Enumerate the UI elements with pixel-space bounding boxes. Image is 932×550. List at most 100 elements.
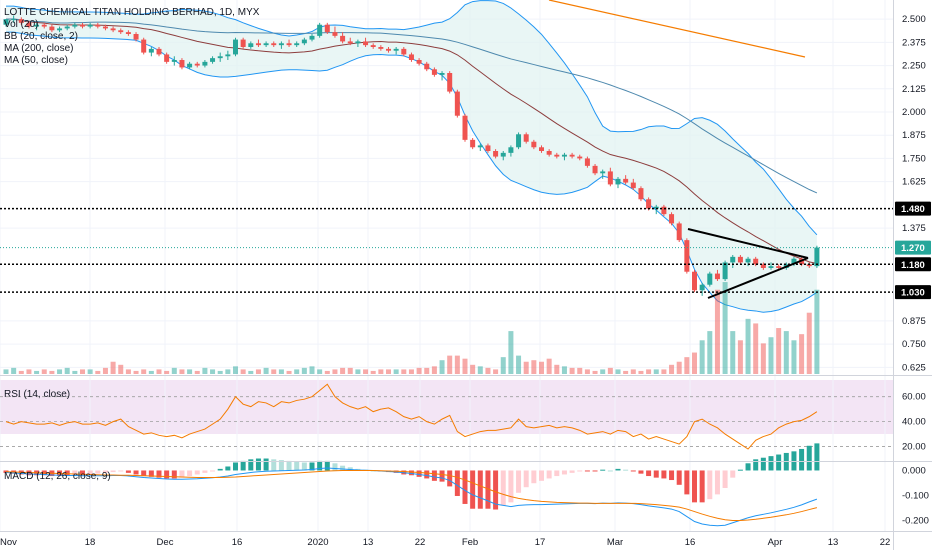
- indicator-ma50[interactable]: MA (50, close): [4, 55, 68, 66]
- volume-bar: [110, 361, 116, 374]
- bb-basis-line: [6, 18, 818, 265]
- indicator-volume[interactable]: Vol (20): [4, 19, 38, 30]
- candle-body: [194, 63, 200, 66]
- macd-histogram-bar: [776, 454, 782, 471]
- candle-body: [722, 262, 728, 280]
- volume-bar: [714, 289, 720, 374]
- price-tag-box: [895, 240, 931, 255]
- price-axis-label: 2.250: [902, 61, 926, 72]
- volume-bar: [286, 370, 292, 374]
- price-axis-label: 2.375: [902, 37, 926, 48]
- volume-bar: [783, 331, 789, 374]
- macd-histogram-bar: [646, 470, 652, 477]
- macd-histogram-bar: [615, 468, 621, 471]
- volume-bar: [760, 343, 766, 374]
- indicator-bb[interactable]: BB (20, close, 2): [4, 31, 78, 42]
- macd-histogram-bar: [202, 470, 208, 473]
- macd-histogram-bar: [408, 470, 414, 476]
- macd-histogram-bar: [760, 457, 766, 471]
- time-axis-label: 16: [685, 537, 696, 548]
- candlesticks: [3, 15, 820, 296]
- macd-histogram-bar: [271, 459, 277, 471]
- candle-body: [745, 258, 751, 263]
- symbol-title[interactable]: LOTTE CHEMICAL TITAN HOLDING BERHAD, 1D,…: [4, 7, 260, 18]
- volume-bar: [210, 369, 216, 374]
- volume-bar: [799, 334, 805, 374]
- volume-bar: [225, 369, 231, 374]
- volume-bar: [248, 370, 254, 374]
- price-axis[interactable]: 2.500 2.375 2.250 2.125 2.000 1.875 1.750 1.625…: [902, 14, 926, 373]
- macd-histogram-bar: [301, 462, 307, 471]
- volume-bar: [669, 364, 675, 374]
- volume-bar: [569, 367, 575, 374]
- candle-body: [386, 48, 391, 51]
- volume-bar: [447, 355, 453, 374]
- candle-body: [416, 60, 422, 64]
- volume-bar: [401, 369, 407, 374]
- candle-body: [539, 147, 544, 151]
- volume-bar: [546, 358, 552, 374]
- volume-bar: [317, 369, 323, 374]
- price-tag-label: 1.270: [901, 243, 925, 254]
- volume-bar: [554, 364, 560, 374]
- macd-axis[interactable]: 0.000 -0.100 -0.200: [902, 465, 929, 526]
- candle-body: [577, 156, 583, 159]
- volume-bar: [148, 370, 154, 374]
- candle-body: [286, 43, 292, 46]
- volume-bar: [584, 369, 590, 374]
- candle-body: [80, 24, 85, 27]
- macd-title[interactable]: MACD (12, 26, close, 9): [4, 471, 111, 482]
- candle-body: [546, 151, 552, 155]
- indicator-ma200[interactable]: MA (200, close): [4, 43, 73, 54]
- time-axis-label: 17: [535, 537, 546, 548]
- volume-bar: [600, 369, 606, 374]
- volume-bar: [431, 366, 437, 374]
- rsi-title[interactable]: RSI (14, close): [4, 389, 70, 400]
- price-axis-label: 0.750: [902, 339, 926, 350]
- macd-histogram-bar: [508, 470, 514, 503]
- candle-body: [554, 154, 560, 157]
- macd-histogram-bar: [72, 470, 78, 476]
- time-axis-label: Apr: [768, 537, 783, 548]
- candle-body: [431, 69, 437, 75]
- candle-body: [148, 48, 154, 53]
- macd-histogram-bar: [148, 470, 154, 477]
- time-axis[interactable]: Nov 18 Dec 16 2020 13 22 Feb 17 Mar 16 Apr 13 22: [0, 537, 890, 548]
- candle-body: [164, 54, 170, 62]
- macd-histogram-bar: [584, 470, 590, 472]
- macd-histogram-bar: [669, 470, 675, 481]
- candle-body: [248, 43, 254, 47]
- volume-bar: [301, 367, 307, 374]
- macd-histogram-bar: [561, 470, 567, 475]
- volume-bar: [34, 370, 40, 374]
- candle-body: [714, 273, 720, 280]
- rsi-axis[interactable]: 60.00 40.00 20.00: [902, 392, 926, 453]
- candle-body: [347, 41, 353, 44]
- candle-body: [110, 28, 116, 31]
- volume-bar: [18, 370, 24, 374]
- candle-body: [217, 56, 223, 59]
- macd-histogram-bar: [531, 470, 537, 484]
- time-axis-label: 16: [232, 537, 243, 548]
- volume-bar: [768, 337, 774, 374]
- horizontal-levels: [0, 207, 893, 293]
- price-tag-label: 1.030: [901, 288, 925, 299]
- volume-bar: [439, 360, 445, 374]
- volume-bar: [508, 331, 514, 374]
- volume-bar: [26, 369, 32, 374]
- macd-histogram-bar: [80, 470, 85, 476]
- macd-histogram-bar: [485, 470, 491, 509]
- volume-bar: [118, 364, 124, 374]
- rsi-axis-label: 60.00: [902, 392, 926, 403]
- rsi-band: [0, 380, 893, 434]
- candle-body: [607, 171, 613, 185]
- macd-histogram-bar: [523, 470, 529, 488]
- time-axis-label: 13: [828, 537, 839, 548]
- macd-histogram-bar: [477, 470, 483, 509]
- macd-histogram-bar: [110, 470, 116, 473]
- candle-body: [684, 240, 690, 272]
- time-axis-label: 22: [415, 537, 426, 548]
- macd-histogram-bar: [431, 470, 437, 481]
- macd-histogram-bar: [730, 470, 736, 478]
